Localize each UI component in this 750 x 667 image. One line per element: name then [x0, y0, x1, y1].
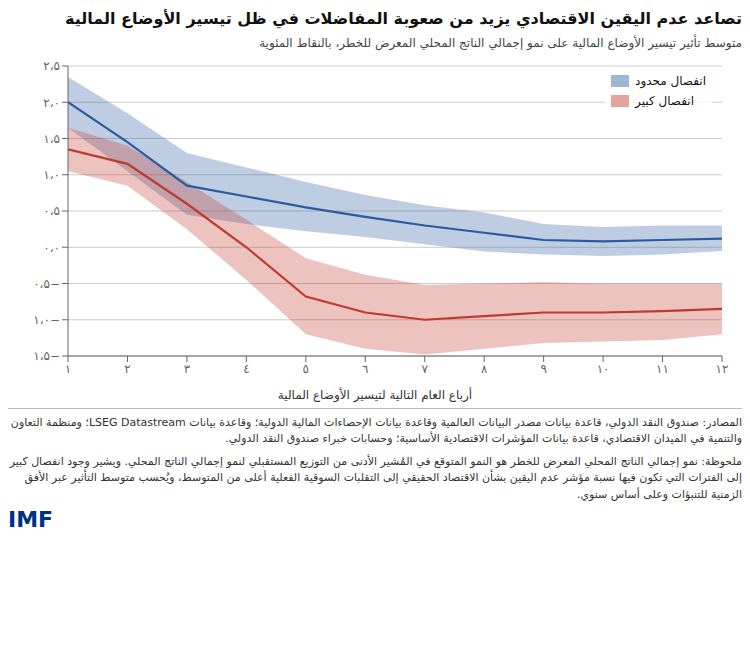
svg-text:١٢: ١٢	[716, 361, 729, 375]
svg-text:١،۵: ١،۵	[43, 131, 60, 145]
html-text:انفصال كبير: انفصال كبير	[635, 93, 694, 108]
html-text:متوسط تأثير تيسير الأوضاع الما: متوسط تأثير تيسير الأوضاع المالية على نم…	[259, 35, 742, 50]
svg-text:۰،۵: ۰،۵	[43, 204, 60, 218]
svg-text:۰،۰: ۰،۰	[43, 240, 60, 254]
html-text:IMF: IMF	[8, 507, 54, 533]
svg-text:٩: ٩	[540, 361, 546, 375]
svg-text:۰،۵−: ۰،۵−	[33, 276, 60, 290]
html-text:أرباع العام التالية لتيسير الأ: أرباع العام التالية لتيسير الأوضاع المال…	[277, 387, 473, 402]
svg-text:٦: ٦	[362, 361, 368, 375]
svg-text:١۰: ١۰	[597, 361, 610, 375]
svg-text:٢: ٢	[124, 361, 130, 375]
svg-text:٣: ٣	[184, 361, 191, 375]
svg-text:١،۰: ١،۰	[43, 168, 60, 182]
svg-text:١،۵−: ١،۵−	[33, 349, 60, 363]
svg-text:٨: ٨	[481, 361, 488, 375]
html-text:المصادر: صندوق النقد الدولي، ق: المصادر: صندوق النقد الدولي، قاعدة بيانا…	[10, 415, 742, 446]
svg-text:٧: ٧	[422, 361, 429, 375]
svg-text:٢،۵: ٢،۵	[43, 59, 60, 73]
svg-text:٥: ٥	[303, 361, 309, 375]
svg-text:١،۰−: ١،۰−	[33, 313, 60, 327]
html-text:تصاعد عدم اليقين الاقتصادي يزي: تصاعد عدم اليقين الاقتصادي يزيد من صعوبة…	[65, 9, 742, 28]
svg-text:٢،۰: ٢،۰	[43, 95, 60, 109]
html-text:انفصال محدود: انفصال محدود	[635, 73, 706, 88]
svg-text:١: ١	[65, 361, 71, 375]
svg-text:١١: ١١	[656, 361, 669, 375]
svg-text:٤: ٤	[243, 361, 249, 375]
html-text:ملحوظة: نمو إجمالي الناتج المح: ملحوظة: نمو إجمالي الناتج المحلي المعرض …	[9, 454, 742, 501]
